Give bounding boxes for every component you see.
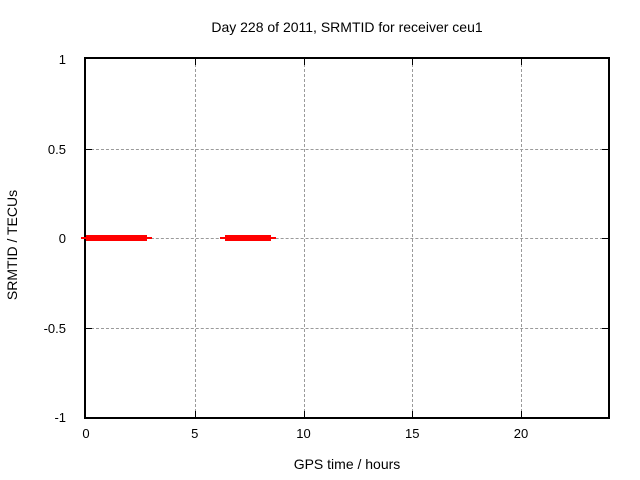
series-line-cap (81, 237, 86, 239)
x-tick-mark-bottom (412, 411, 414, 417)
y-tick-mark-right (602, 327, 608, 329)
x-tick-mark-top (412, 59, 414, 65)
y-tick-label: 0.5 (47, 141, 66, 157)
x-tick-label: 20 (513, 426, 529, 441)
series-line-segment (225, 235, 271, 241)
x-tick-mark-bottom (303, 411, 305, 417)
y-axis-label: SRMTID / TECUs (4, 189, 20, 301)
series-line-cap (270, 237, 276, 239)
x-tick-mark-bottom (194, 411, 196, 417)
y-tick-label: 1 (58, 52, 66, 67)
series-line-cap (146, 237, 152, 239)
x-tick-mark-top (194, 59, 196, 65)
x-tick-label: 15 (405, 426, 420, 441)
x-tick-mark-top (521, 59, 522, 65)
x-tick-label: 10 (296, 426, 311, 441)
y-tick-mark-left (86, 148, 92, 150)
y-tick-mark-right (602, 238, 608, 239)
h-gridline (86, 327, 608, 329)
x-tick-label: 0 (82, 426, 90, 441)
chart-title: Day 228 of 2011, SRMTID for receiver ceu… (211, 19, 483, 35)
y-tick-label: -1 (54, 410, 66, 425)
x-tick-mark-top (303, 59, 305, 65)
series-line-segment (86, 235, 147, 241)
x-tick-label: 5 (191, 426, 199, 441)
h-gridline (86, 238, 608, 239)
series-line-cap (220, 237, 226, 239)
x-tick-mark-bottom (521, 411, 522, 417)
y-tick-label: 0 (58, 231, 66, 246)
x-axis-label: GPS time / hours (293, 456, 401, 472)
h-gridline (86, 148, 608, 150)
y-tick-label: -0.5 (43, 320, 66, 336)
y-tick-mark-left (86, 327, 92, 329)
y-tick-mark-right (602, 148, 608, 150)
